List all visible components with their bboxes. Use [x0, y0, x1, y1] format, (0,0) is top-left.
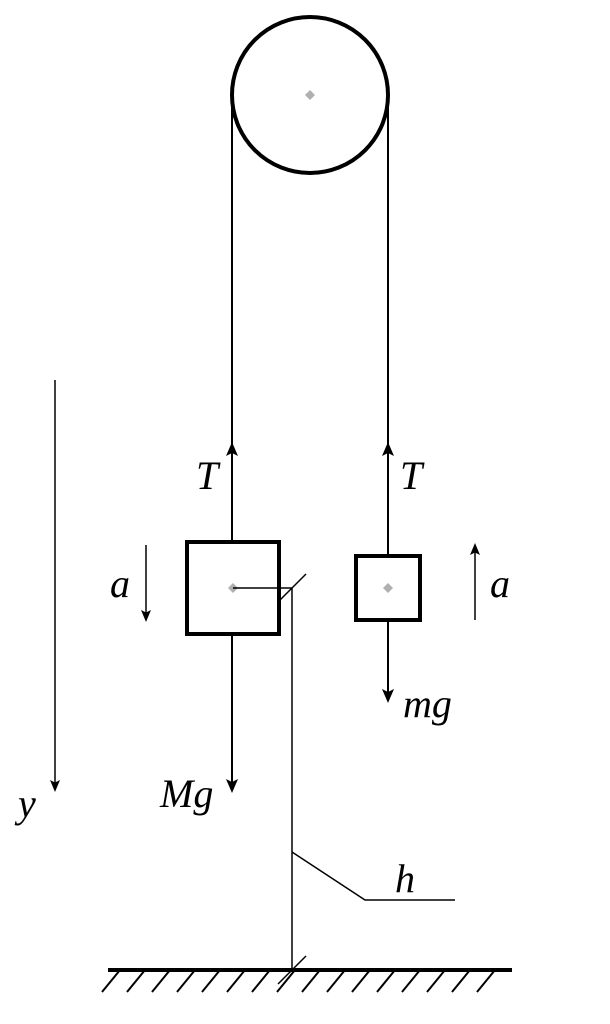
- label-accel-left: a: [110, 560, 130, 607]
- pulley-center-marker: [305, 90, 315, 100]
- label-height: h: [395, 855, 415, 902]
- label-weight-small: mg: [403, 680, 452, 727]
- block-small-center-marker: [383, 583, 393, 593]
- label-tension-right: T: [400, 452, 422, 499]
- physics-diagram: [0, 0, 610, 1024]
- label-accel-right: a: [490, 560, 510, 607]
- label-weight-large: Mg: [160, 770, 213, 817]
- ground-hatching: [102, 970, 495, 992]
- label-tension-left: T: [196, 452, 218, 499]
- label-y-axis: y: [18, 780, 36, 827]
- h-leader-line: [292, 852, 455, 900]
